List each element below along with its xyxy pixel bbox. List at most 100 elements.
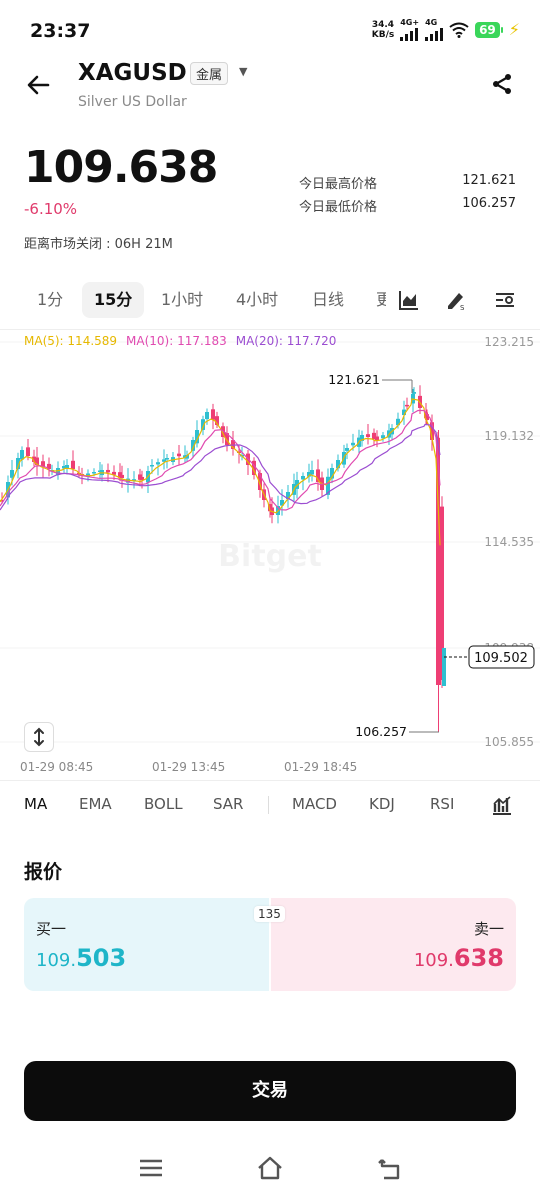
candle xyxy=(412,392,416,394)
candle xyxy=(10,470,14,478)
status-icons: 34.4 KB/s 4G+ 4G 69 ⚡ xyxy=(372,18,520,41)
day-high-label: 今日最高价格 xyxy=(299,177,378,192)
candle xyxy=(326,476,330,495)
tab-more[interactable]: 更 xyxy=(376,290,386,309)
candle xyxy=(205,412,209,420)
candle xyxy=(120,474,124,478)
ma20-line xyxy=(0,423,441,511)
trade-button[interactable]: 交易 xyxy=(24,1061,516,1121)
indicator-sar[interactable]: SAR xyxy=(213,795,244,813)
ask-price: 109.638 xyxy=(413,944,504,972)
candle xyxy=(215,416,219,425)
candle xyxy=(351,442,355,446)
candle xyxy=(295,480,299,489)
back-arrow-icon[interactable] xyxy=(24,70,54,100)
candle xyxy=(440,506,444,680)
candle xyxy=(372,432,376,439)
candle xyxy=(225,433,229,445)
caret-down-icon[interactable]: ▼ xyxy=(239,65,248,78)
candlestick-chart[interactable]: Bitget 121.621 106.257 123.215 119.132 1… xyxy=(0,330,540,780)
candle xyxy=(336,460,340,469)
chart-settings-icon[interactable] xyxy=(494,289,516,311)
candle xyxy=(442,648,446,686)
candle xyxy=(41,461,45,467)
candle xyxy=(177,453,181,457)
indicator-kdj[interactable]: KDJ xyxy=(369,795,395,813)
market-close-countdown: 距离市场关闭 : 06H 21M xyxy=(24,237,173,252)
back-nav-icon[interactable] xyxy=(376,1154,404,1182)
bid-price: 109.503 xyxy=(36,944,127,972)
moving-average-lines xyxy=(0,398,441,546)
tab-15m[interactable]: 15分 xyxy=(82,282,145,318)
tab-4h[interactable]: 4小时 xyxy=(236,290,279,309)
indicator-boll[interactable]: BOLL xyxy=(144,795,183,813)
candle xyxy=(71,460,75,469)
share-icon[interactable] xyxy=(490,72,514,96)
ma10-line xyxy=(0,409,441,511)
low-marker-label: 106.257 xyxy=(355,724,407,739)
candle xyxy=(310,470,314,475)
candle xyxy=(286,492,290,500)
x-tick: 01-29 18:45 xyxy=(284,760,358,774)
change-percent: -6.10% xyxy=(24,200,78,218)
candle xyxy=(0,499,4,502)
ma-legend: MA(5): 114.589 MA(10): 117.183 MA(20): 1… xyxy=(24,334,336,348)
ma20-value: MA(20): 117.720 xyxy=(235,334,337,348)
tab-daily[interactable]: 日线 xyxy=(312,290,345,309)
quote-title: 报价 xyxy=(24,861,63,883)
indicator-ema[interactable]: EMA xyxy=(79,795,112,813)
candle xyxy=(150,465,154,467)
wifi-icon xyxy=(449,22,469,38)
resize-axis-icon[interactable] xyxy=(24,722,54,752)
candle xyxy=(195,430,199,444)
candle xyxy=(402,409,406,416)
candle xyxy=(430,422,434,440)
candle xyxy=(112,471,116,475)
candle xyxy=(280,500,284,506)
candle xyxy=(26,447,30,456)
ask-panel[interactable] xyxy=(271,898,516,991)
candle xyxy=(165,458,169,460)
last-price: 109.638 xyxy=(24,142,218,193)
candle xyxy=(396,418,400,426)
menu-icon[interactable] xyxy=(137,1154,165,1182)
tab-1m[interactable]: 1分 xyxy=(37,290,64,309)
day-low-label: 今日最低价格 xyxy=(299,200,378,215)
ma5-value: MA(5): 114.589 xyxy=(24,334,118,348)
candle xyxy=(62,466,66,469)
indicator-ma[interactable]: MA xyxy=(24,795,48,813)
candle xyxy=(301,476,305,480)
candle xyxy=(47,463,51,469)
y-tick: 114.535 xyxy=(484,535,534,549)
candle xyxy=(360,435,364,441)
candle xyxy=(405,404,409,407)
candle xyxy=(425,414,429,420)
indicator-rsi[interactable]: RSI xyxy=(430,795,455,813)
bid-label: 买一 xyxy=(36,920,67,938)
day-low-value: 106.257 xyxy=(462,196,516,211)
candle xyxy=(118,472,122,478)
x-tick: 01-29 13:45 xyxy=(152,760,226,774)
candle xyxy=(237,451,241,453)
draw-tool-icon[interactable]: S xyxy=(445,289,467,311)
home-icon[interactable] xyxy=(256,1154,284,1182)
current-price-label: 109.502 xyxy=(474,651,528,666)
candle xyxy=(258,473,262,490)
chart-type-icon[interactable] xyxy=(398,289,420,311)
tabs-divider xyxy=(0,329,540,330)
bid-panel[interactable] xyxy=(24,898,269,991)
candle xyxy=(56,468,60,475)
current-price-box xyxy=(468,645,535,669)
y-tick: 105.855 xyxy=(484,735,534,749)
candle xyxy=(140,476,144,480)
tab-1h[interactable]: 1小时 xyxy=(161,290,204,309)
candle xyxy=(366,434,370,437)
indicator-macd[interactable]: MACD xyxy=(292,795,337,813)
ma10-value: MA(10): 117.183 xyxy=(126,334,227,348)
svg-text:S: S xyxy=(460,304,465,311)
candle xyxy=(106,469,110,473)
indicator-settings-icon[interactable] xyxy=(491,794,513,816)
ask-label: 卖一 xyxy=(473,920,504,938)
symbol-title[interactable]: XAGUSD xyxy=(78,60,187,86)
candle xyxy=(35,457,39,465)
